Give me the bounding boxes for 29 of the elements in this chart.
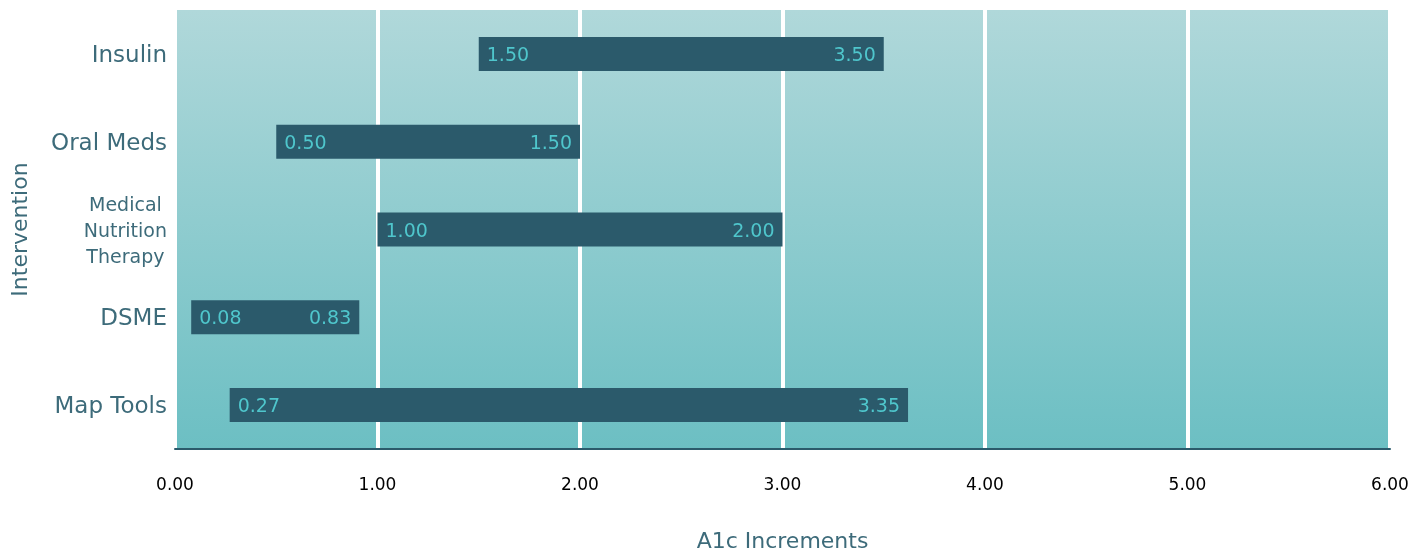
x-tick-label: 6.00 (1371, 473, 1409, 494)
data-label: 3.50 (833, 42, 876, 65)
y-tick-label: Insulin (91, 40, 167, 67)
data-label: 0.83 (308, 306, 352, 329)
x-tick-label: 5.00 (1168, 473, 1207, 494)
annotation: 1.50 (486, 42, 530, 65)
bar (191, 300, 360, 335)
annotation: 1.00 (385, 218, 428, 241)
data-label: 2.00 (732, 218, 775, 241)
bar (229, 388, 909, 423)
y-tick-label: Medical Nutrition Therapy (83, 192, 168, 267)
data-label: 1.50 (529, 130, 572, 153)
annotation: 0.27 (237, 394, 280, 417)
x-tick-label: 4.00 (966, 473, 1004, 494)
bar (276, 124, 580, 159)
bar (377, 212, 783, 247)
annotation: 0.08 (199, 306, 242, 329)
bar (478, 36, 884, 71)
y-tick-label: Map Tools (54, 392, 167, 419)
y-axis-title: Intervention (6, 162, 32, 297)
x-tick-label: 0.00 (156, 473, 194, 494)
y-tick-label: Oral Meds (51, 128, 167, 155)
annotation: 0.50 (284, 130, 327, 153)
x-axis-title: A1c Increments (696, 527, 869, 553)
x-tick-label: 3.00 (763, 473, 802, 494)
x-tick-label: 1.00 (358, 473, 397, 494)
x-tick-label: 2.00 (561, 473, 599, 494)
data-label: 3.35 (857, 394, 901, 417)
y-tick-label: DSME (100, 304, 167, 331)
